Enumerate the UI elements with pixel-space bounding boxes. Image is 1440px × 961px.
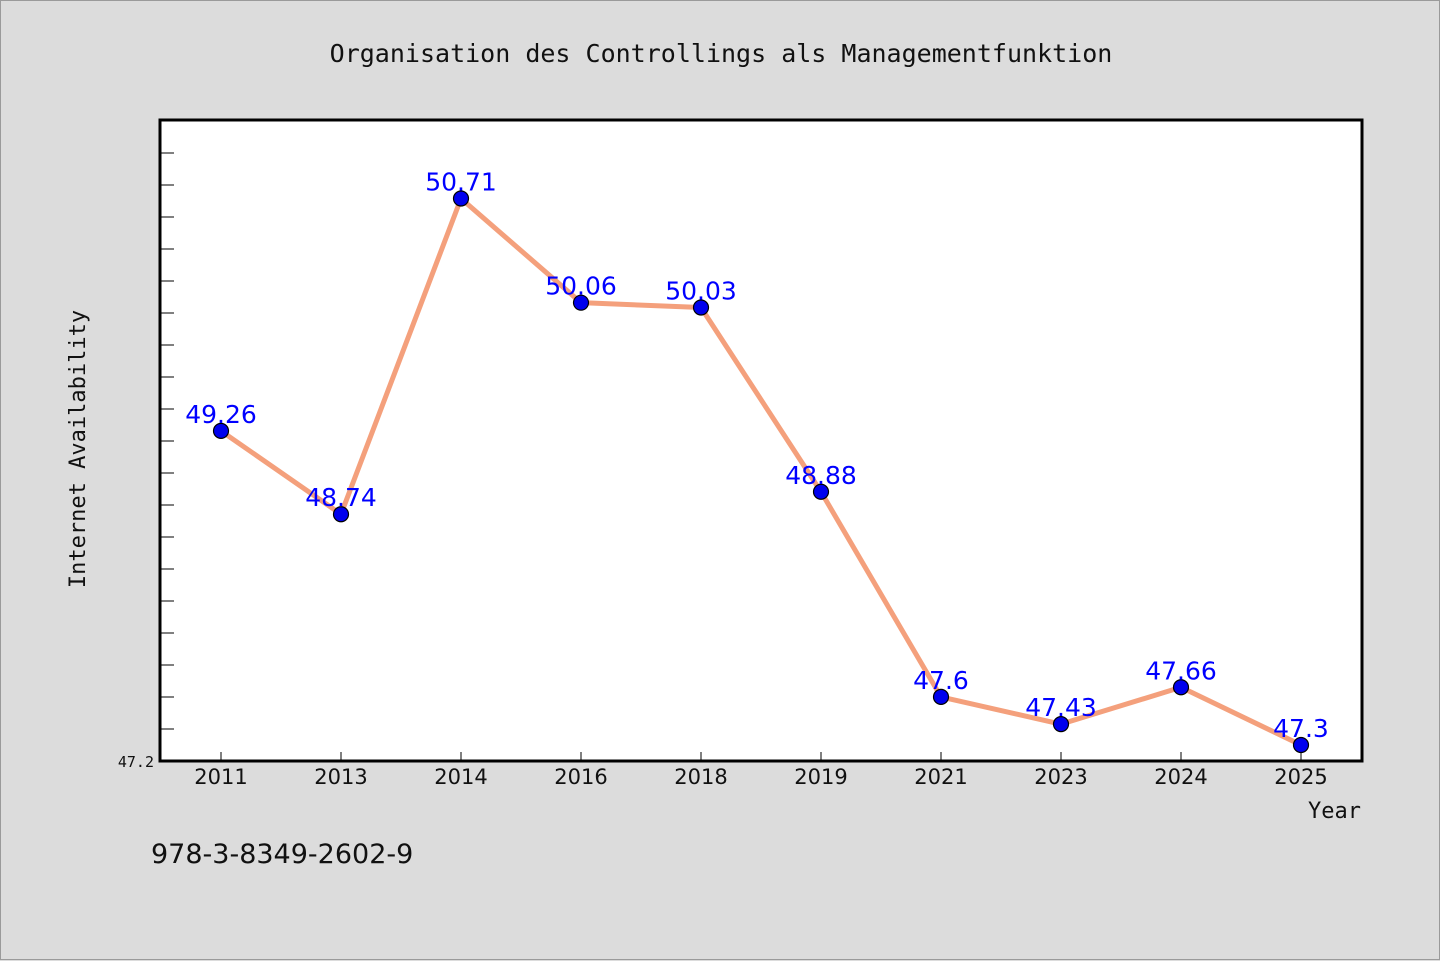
x-tick-label: 2011 bbox=[194, 765, 247, 789]
data-point bbox=[572, 294, 590, 311]
x-tick-label: 2016 bbox=[554, 765, 607, 789]
x-axis-ticks: 2011 2013 2014 2016 2018 2019 2021 2023 2024 2025 bbox=[194, 752, 1328, 789]
data-point bbox=[812, 483, 830, 500]
y-axis-ticks bbox=[160, 152, 174, 730]
x-axis-title: Year bbox=[1308, 799, 1361, 824]
x-tick-label: 2023 bbox=[1034, 765, 1087, 789]
x-tick-label: 2013 bbox=[314, 765, 367, 789]
data-label: 48.74 bbox=[305, 483, 377, 512]
data-point bbox=[932, 688, 950, 706]
data-point bbox=[1052, 716, 1070, 733]
data-point bbox=[692, 299, 710, 316]
plot-area bbox=[158, 118, 1364, 763]
data-label: 50.71 bbox=[425, 168, 497, 197]
data-point bbox=[332, 506, 350, 523]
x-tick-label: 2014 bbox=[434, 765, 487, 789]
data-label: 49.26 bbox=[185, 400, 257, 429]
x-tick-label: 2019 bbox=[794, 765, 847, 789]
data-label: 48.88 bbox=[785, 461, 857, 490]
data-label-layer: 49.26 48.74 50.71 50.06 50.03 48.88 47.6 47.43 4… bbox=[185, 168, 1329, 743]
chart-title: Organisation des Controllings als Manage… bbox=[330, 39, 1113, 68]
data-point bbox=[452, 190, 470, 207]
x-tick-label: 2018 bbox=[674, 765, 727, 789]
y-axis-title: Internet Availability bbox=[66, 310, 91, 588]
data-point bbox=[1172, 679, 1190, 696]
isbn-text: 978-3-8349-2602-9 bbox=[151, 839, 413, 870]
data-label: 47.66 bbox=[1145, 656, 1217, 685]
data-label: 47.43 bbox=[1025, 693, 1097, 722]
x-tick-label: 2024 bbox=[1154, 765, 1207, 789]
x-tick-label: 2021 bbox=[914, 765, 967, 789]
data-label: 47.3 bbox=[1273, 714, 1329, 743]
data-label: 50.03 bbox=[665, 276, 737, 305]
y-tick-label-min: 47.2 bbox=[118, 753, 154, 771]
series-layer bbox=[212, 190, 1310, 754]
data-label: 47.6 bbox=[913, 666, 969, 695]
series-line bbox=[218, 196, 1304, 748]
data-label: 50.06 bbox=[545, 272, 617, 301]
data-point bbox=[212, 422, 230, 439]
data-point bbox=[1292, 736, 1310, 754]
x-tick-label: 2025 bbox=[1274, 765, 1327, 789]
